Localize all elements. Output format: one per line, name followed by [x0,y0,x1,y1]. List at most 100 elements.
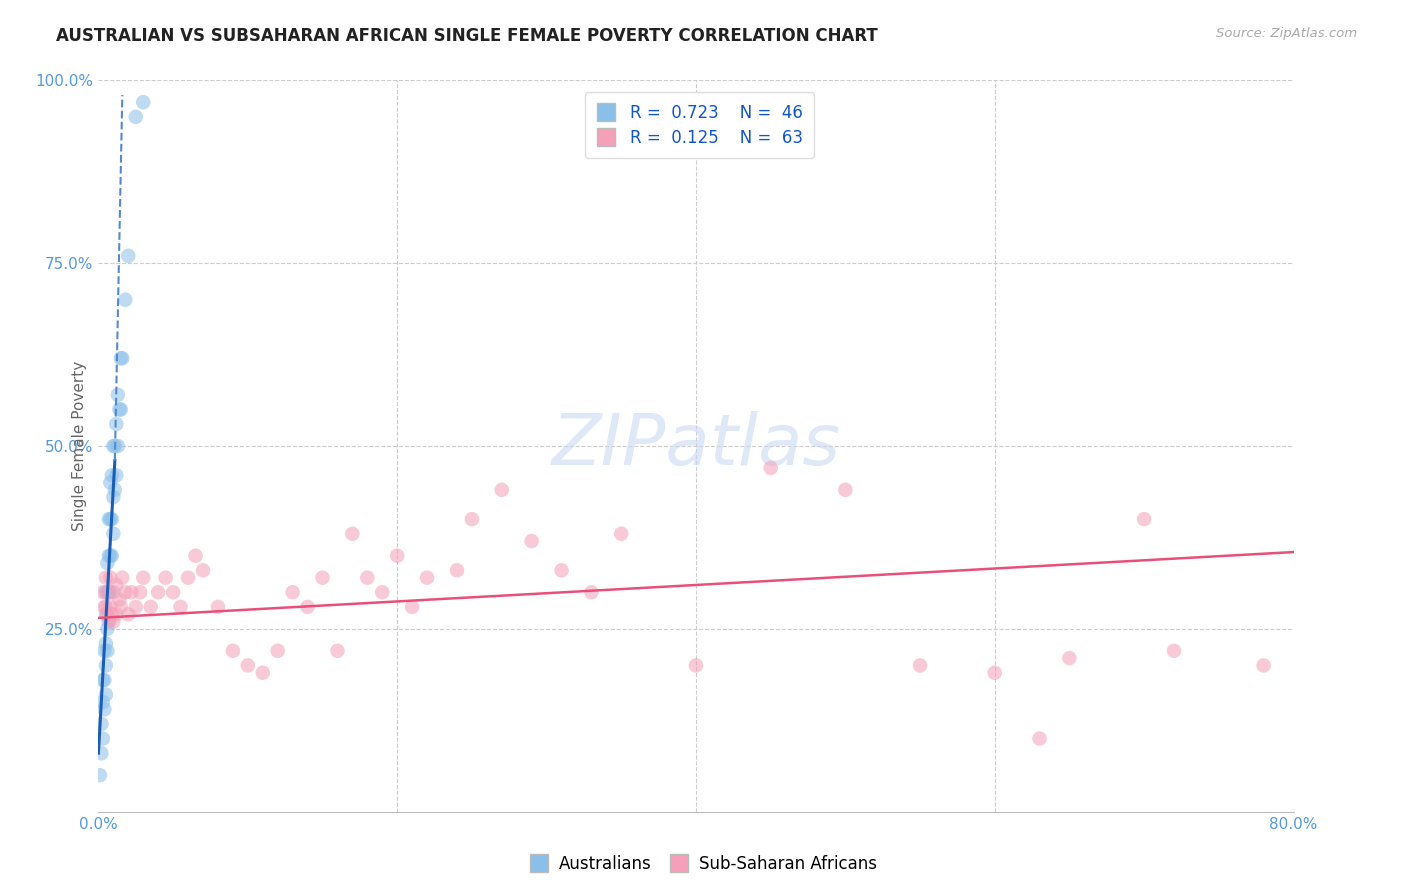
Point [1028,731,1050,746]
Point [148,585,170,599]
Point [96,556,118,570]
Point [97,585,120,599]
Point [93,702,115,716]
Y-axis label: Single Female Poverty: Single Female Poverty [72,361,87,531]
Point [356,571,378,585]
Point [908,658,931,673]
Point [371,585,394,599]
Point [107,439,129,453]
Point [101,468,124,483]
Point [101,549,124,563]
Point [342,526,364,541]
Point [89,768,111,782]
Point [101,512,124,526]
Point [93,644,115,658]
Point [416,571,439,585]
Text: AUSTRALIAN VS SUBSAHARAN AFRICAN SINGLE FEMALE POVERTY CORRELATION CHART: AUSTRALIAN VS SUBSAHARAN AFRICAN SINGLE … [56,27,877,45]
Point [90,746,112,760]
Point [96,607,118,622]
Point [169,599,191,614]
Point [177,571,200,585]
Point [446,563,468,577]
Point [97,549,120,563]
Point [117,249,139,263]
Point [114,293,136,307]
Legend: R =  0.723    N =  46, R =  0.125    N =  63: R = 0.723 N = 46, R = 0.125 N = 63 [585,92,814,158]
Point [1163,644,1185,658]
Point [94,688,117,702]
Point [97,615,120,629]
Point [93,673,115,687]
Point [461,512,484,526]
Point [98,512,122,526]
Point [98,475,122,490]
Point [520,534,543,549]
Point [110,351,132,366]
Point [91,673,114,687]
Point [93,599,115,614]
Point [98,599,122,614]
Point [550,563,572,577]
Point [96,622,118,636]
Point [105,417,128,431]
Point [281,585,304,599]
Point [107,388,129,402]
Point [90,717,112,731]
Point [385,549,409,563]
Point [311,571,333,585]
Point [1059,651,1081,665]
Point [207,599,229,614]
Point [103,439,125,453]
Point [111,571,134,585]
Point [96,585,118,599]
Point [104,483,127,497]
Point [117,607,139,622]
Point [132,571,155,585]
Point [111,351,134,366]
Point [94,607,117,622]
Point [162,585,184,599]
Point [252,665,274,680]
Point [132,95,155,110]
Point [685,658,707,673]
Point [297,599,319,614]
Point [94,571,117,585]
Point [103,615,125,629]
Point [103,490,125,504]
Point [94,658,117,673]
Point [101,607,124,622]
Point [401,599,423,614]
Point [129,585,152,599]
Point [103,585,125,599]
Point [105,468,128,483]
Point [94,636,117,650]
Point [491,483,513,497]
Point [105,578,128,592]
Point [98,585,122,599]
Legend: Australians, Sub-Saharan Africans: Australians, Sub-Saharan Africans [523,848,883,880]
Point [834,483,856,497]
Point [91,731,114,746]
Text: Source: ZipAtlas.com: Source: ZipAtlas.com [1216,27,1357,40]
Point [155,571,177,585]
Point [191,563,214,577]
Point [98,571,122,585]
Point [125,599,148,614]
Point [1133,512,1156,526]
Point [984,665,1007,680]
Point [581,585,603,599]
Point [96,585,118,599]
Point [236,658,259,673]
Point [94,599,117,614]
Point [91,695,114,709]
Point [97,512,120,526]
Point [1253,658,1275,673]
Point [114,585,136,599]
Point [610,526,633,541]
Point [267,644,290,658]
Point [222,644,245,658]
Point [103,526,125,541]
Point [97,615,120,629]
Point [96,644,118,658]
Point [91,585,114,599]
